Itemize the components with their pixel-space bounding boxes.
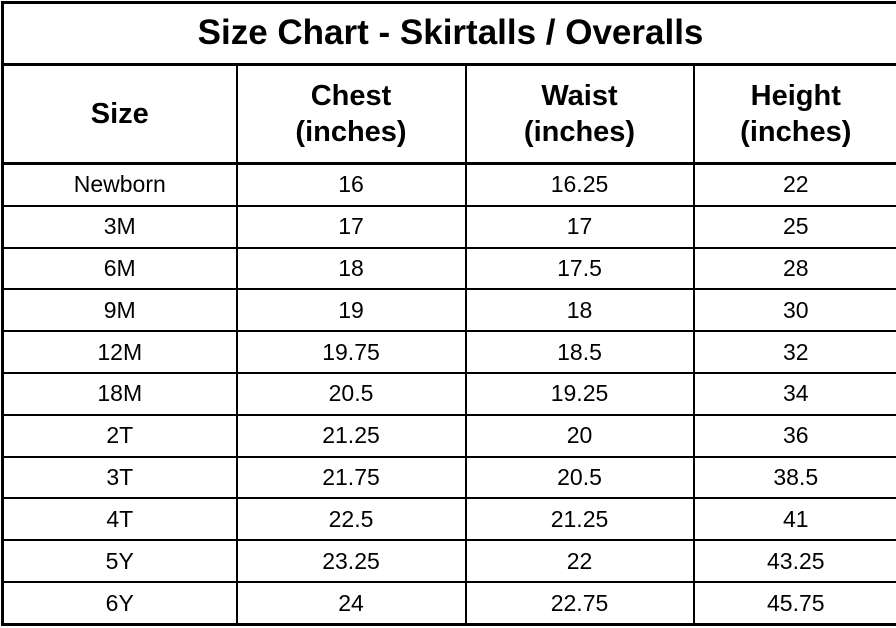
size-cell: 12M	[1, 330, 238, 375]
height-cell: 28	[692, 246, 896, 291]
waist-cell: 21.25	[464, 497, 695, 542]
size-cell: 6M	[1, 246, 238, 291]
column-header-size-label: Size	[90, 97, 149, 130]
waist-cell: 17	[464, 204, 695, 249]
table-row-newborn: Newborn 16 16.25 22	[1, 162, 896, 207]
column-header-waist-unit: (inches)	[523, 115, 636, 148]
height-cell: 25	[692, 204, 896, 249]
chest-cell: 21.75	[235, 455, 467, 500]
size-cell: Newborn	[1, 162, 238, 207]
size-cell: 4T	[1, 497, 238, 542]
chest-cell: 22.5	[235, 497, 467, 542]
header-row: Size Chest (inches) Waist (inches) Heigh…	[1, 63, 896, 165]
size-cell: 5Y	[1, 539, 238, 584]
height-cell: 36	[692, 413, 896, 458]
waist-cell: 20	[464, 413, 695, 458]
chest-cell: 24	[235, 581, 467, 626]
column-header-height-label: Height	[750, 79, 841, 112]
size-cell: 18M	[1, 372, 238, 416]
height-cell: 41	[692, 497, 896, 542]
table-row-3t: 3T 21.75 20.5 38.5	[1, 455, 896, 500]
chest-cell: 21.25	[235, 413, 467, 458]
waist-cell: 16.25	[464, 162, 695, 207]
chart-title: Size Chart - Skirtalls / Overalls	[0, 1, 896, 66]
waist-cell: 19.25	[464, 372, 695, 416]
waist-cell: 17.5	[464, 246, 695, 291]
column-header-chest: Chest (inches)	[235, 63, 467, 165]
waist-cell: 22.75	[464, 581, 695, 626]
table-row-9m: 9M 19 18 30	[1, 288, 896, 333]
column-header-waist: Waist (inches)	[464, 63, 695, 165]
table-row-5y: 5Y 23.25 22 43.25	[1, 539, 896, 584]
table-row-3m: 3M 17 17 25	[1, 204, 896, 249]
column-header-chest-unit: (inches)	[295, 115, 407, 148]
height-cell: 34	[692, 372, 896, 416]
column-header-waist-label: Waist	[541, 79, 618, 112]
height-cell: 32	[692, 330, 896, 375]
size-cell: 6Y	[1, 581, 238, 626]
chest-cell: 16	[235, 162, 467, 207]
waist-cell: 20.5	[464, 455, 695, 500]
table-row-6y: 6Y 24 22.75 45.75	[1, 581, 896, 626]
size-cell: 3T	[1, 455, 238, 500]
chest-cell: 18	[235, 246, 467, 291]
table-row-6m: 6M 18 17.5 28	[1, 246, 896, 291]
waist-cell: 18.5	[464, 330, 695, 375]
chest-cell: 19.75	[235, 330, 467, 375]
table-row-2t: 2T 21.25 20 36	[1, 413, 896, 458]
height-cell: 30	[692, 288, 896, 333]
chest-cell: 19	[235, 288, 467, 333]
height-cell: 43.25	[692, 539, 896, 584]
height-cell: 45.75	[692, 581, 896, 626]
height-cell: 22	[692, 162, 896, 207]
column-header-size: Size	[1, 63, 238, 165]
column-header-height-unit: (inches)	[740, 115, 852, 148]
waist-cell: 18	[464, 288, 695, 333]
table-row-4t: 4T 22.5 21.25 41	[1, 497, 896, 542]
table-row-12m: 12M 19.75 18.5 32	[1, 330, 896, 375]
column-header-chest-label: Chest	[310, 79, 392, 112]
chest-cell: 17	[235, 204, 467, 249]
column-header-height: Height (inches)	[692, 63, 896, 165]
title-row: Size Chart - Skirtalls / Overalls	[0, 1, 896, 66]
height-cell: 38.5	[692, 455, 896, 500]
size-cell: 9M	[1, 288, 238, 333]
waist-cell: 22	[464, 539, 695, 584]
table-row-18m: 18M 20.5 19.25 34	[1, 372, 896, 416]
size-cell: 3M	[1, 204, 238, 249]
chest-cell: 20.5	[235, 372, 467, 416]
chest-cell: 23.25	[235, 539, 467, 584]
size-cell: 2T	[1, 413, 238, 458]
